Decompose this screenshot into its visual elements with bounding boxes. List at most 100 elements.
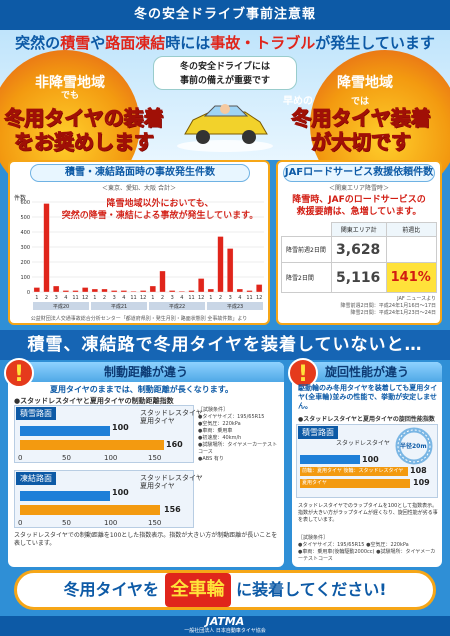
y-tick-label: 200 <box>20 260 30 266</box>
y-axis-label: 件数 <box>14 194 26 202</box>
braking-surface-ice: 凍結路面 <box>16 472 56 485</box>
bar <box>159 270 166 293</box>
x-tick-label: 11 <box>130 295 136 301</box>
x-tick-label: 3 <box>113 295 116 301</box>
accidents-subtitle: ＜東京、愛知、大阪 合計＞ <box>102 185 176 192</box>
jaf-row2-ratio: 141% <box>385 262 438 293</box>
right-message-line1: 冬用タイヤ装着 <box>291 106 431 130</box>
bar <box>169 290 176 293</box>
jaf-header-row: 関東エリア計 前週比 <box>282 222 438 237</box>
accidents-panel <box>8 160 270 325</box>
left-message-line1: 冬用タイヤの装着 <box>4 106 164 130</box>
bottom-keyword: 全車輪 <box>164 573 231 607</box>
x-tick-label: 12 <box>140 295 146 301</box>
bottom-message: 冬用タイヤを 全車輪 に装着してください! <box>14 570 436 610</box>
accidents-note-line2: 突然の降雪・凍結による事故が発生しています。 <box>61 211 259 221</box>
year-label: 平成21 <box>111 303 127 310</box>
y-tick-label: 300 <box>20 245 30 251</box>
x-tick-label: 3 <box>229 295 232 301</box>
bottom-part1: 冬用タイヤを <box>63 580 160 599</box>
x-tick-label: 4 <box>180 295 183 301</box>
year-band <box>91 302 147 310</box>
year-label: 平成23 <box>227 303 243 310</box>
jaf-row-before: 降雪前週2日間 3,628 <box>280 236 438 263</box>
bar <box>256 284 263 293</box>
jaf-source1: JAF ニュースより <box>397 296 436 302</box>
footer-brand: JATMA <box>205 615 245 628</box>
bar <box>207 288 214 293</box>
footer-sub: 一般社団法人 日本自動車タイヤ協会 <box>184 628 266 634</box>
warning-banner: 積雪、凍結路で冬用タイヤを装着していないと… <box>0 330 450 360</box>
turning-conditions: ［試験条件］ ●タイヤサイズ：195/65R15 ●空気圧：220kPa ●車両… <box>298 535 436 562</box>
turning-val2: 108 <box>410 466 427 475</box>
turning-legend1: スタッドレスタイヤ <box>336 440 390 447</box>
x-tick-label: 2 <box>103 295 106 301</box>
bar <box>111 290 118 293</box>
bar <box>62 290 69 293</box>
bar <box>53 285 60 293</box>
jaf-corner <box>282 223 332 237</box>
accidents-note-line1: 降雪地域以外においても、 <box>106 199 214 209</box>
turning-circle-diagram <box>395 427 433 465</box>
left-area-label: 非降雪地域 <box>35 75 105 91</box>
bar <box>33 287 40 293</box>
bar <box>149 285 156 293</box>
subtitle-part: が発生しています <box>315 34 435 52</box>
x-tick-label: 11 <box>246 295 252 301</box>
subtitle-part: 時には <box>165 34 211 52</box>
year-band <box>207 302 263 310</box>
braking-legend-studless: スタッドレスタイヤ <box>140 409 203 417</box>
braking-bar-summer-ice <box>20 505 160 515</box>
x-tick-label: 1 <box>209 295 212 301</box>
subtitle-keyword: 路面凍結 <box>105 34 166 52</box>
braking-axis-100: 100 <box>104 454 118 462</box>
x-tick-label: 2 <box>161 295 164 301</box>
x-tick-label: 1 <box>35 295 38 301</box>
x-tick-label: 3 <box>55 295 58 301</box>
braking-conditions: ［試験条件］ ●タイヤサイズ：195/65R15 ●空気圧：220kPa ●車両… <box>198 407 278 462</box>
jaf-row2-label: 降雪2日間 <box>280 262 333 293</box>
x-tick-label: 2 <box>45 295 48 301</box>
turning-bar-studless <box>300 455 360 464</box>
accidents-note: 降雪地域以外においても、 突然の降雪・凍結による事故が発生しています。 <box>60 198 260 222</box>
turning-subtitle: ●スタッドレスタイヤと夏用タイヤの旋回性能指数 <box>298 416 435 423</box>
jaf-row1-ratio <box>385 236 438 263</box>
year-label: 平成22 <box>169 303 185 310</box>
subtitle-part: 突然の <box>15 34 61 52</box>
braking-ice-val1: 100 <box>112 488 129 497</box>
turning-val3: 109 <box>413 478 430 487</box>
braking-ice-legend-summer: 夏用タイヤ <box>140 482 175 490</box>
bubble-line1: 冬の安全ドライブには <box>179 62 270 72</box>
x-tick-label: 12 <box>198 295 204 301</box>
x-tick-label: 4 <box>238 295 241 301</box>
braking-surface-snow: 積雪路面 <box>16 407 56 420</box>
accidents-title: 積雪・凍結路面時の事故発生件数 <box>30 164 250 182</box>
y-tick-label: 600 <box>20 200 30 206</box>
y-tick-label: 500 <box>20 215 30 221</box>
year-band <box>33 302 89 310</box>
warning-icon: ! <box>4 358 34 388</box>
left-dechi: でも <box>60 91 79 101</box>
bubble-line2: 事前の備えが重要です <box>179 76 270 86</box>
turning-bar-mixed: 前輪：夏用タイヤ 後輪：スタッドレスタイヤ <box>300 467 408 476</box>
turning-val1: 100 <box>362 455 379 464</box>
jaf-source3: 降雪2日間：平成24年1月23日〜24日 <box>350 310 436 316</box>
subtitle-part: や <box>90 34 106 52</box>
braking-bar-summer <box>20 440 164 450</box>
bar <box>246 290 253 293</box>
jaf-subtitle: ＜関東エリア降雪時＞ <box>328 185 389 192</box>
braking-footnote: スタッドレスタイヤでの制動距離を100とした指数表示。指数が大きい方が制動距離が… <box>14 532 278 547</box>
braking-title: 制動距離が違う <box>8 362 284 382</box>
right-message-line2: が大切です <box>311 130 412 154</box>
braking-bar-studless-ice <box>20 491 110 501</box>
bar <box>227 248 234 293</box>
jaf-row-snow: 降雪2日間 5,116 141% <box>280 262 438 293</box>
braking-ice-legend-studless: スタッドレスタイヤ <box>140 474 203 482</box>
footer-logo: JATMA 一般社団法人 日本自動車タイヤ協会 <box>0 616 450 636</box>
bar <box>130 291 137 293</box>
braking-bar-studless <box>20 426 110 436</box>
braking-section <box>8 362 284 567</box>
jaf-row1-value: 3,628 <box>331 236 387 263</box>
x-tick-label: 12 <box>256 295 262 301</box>
